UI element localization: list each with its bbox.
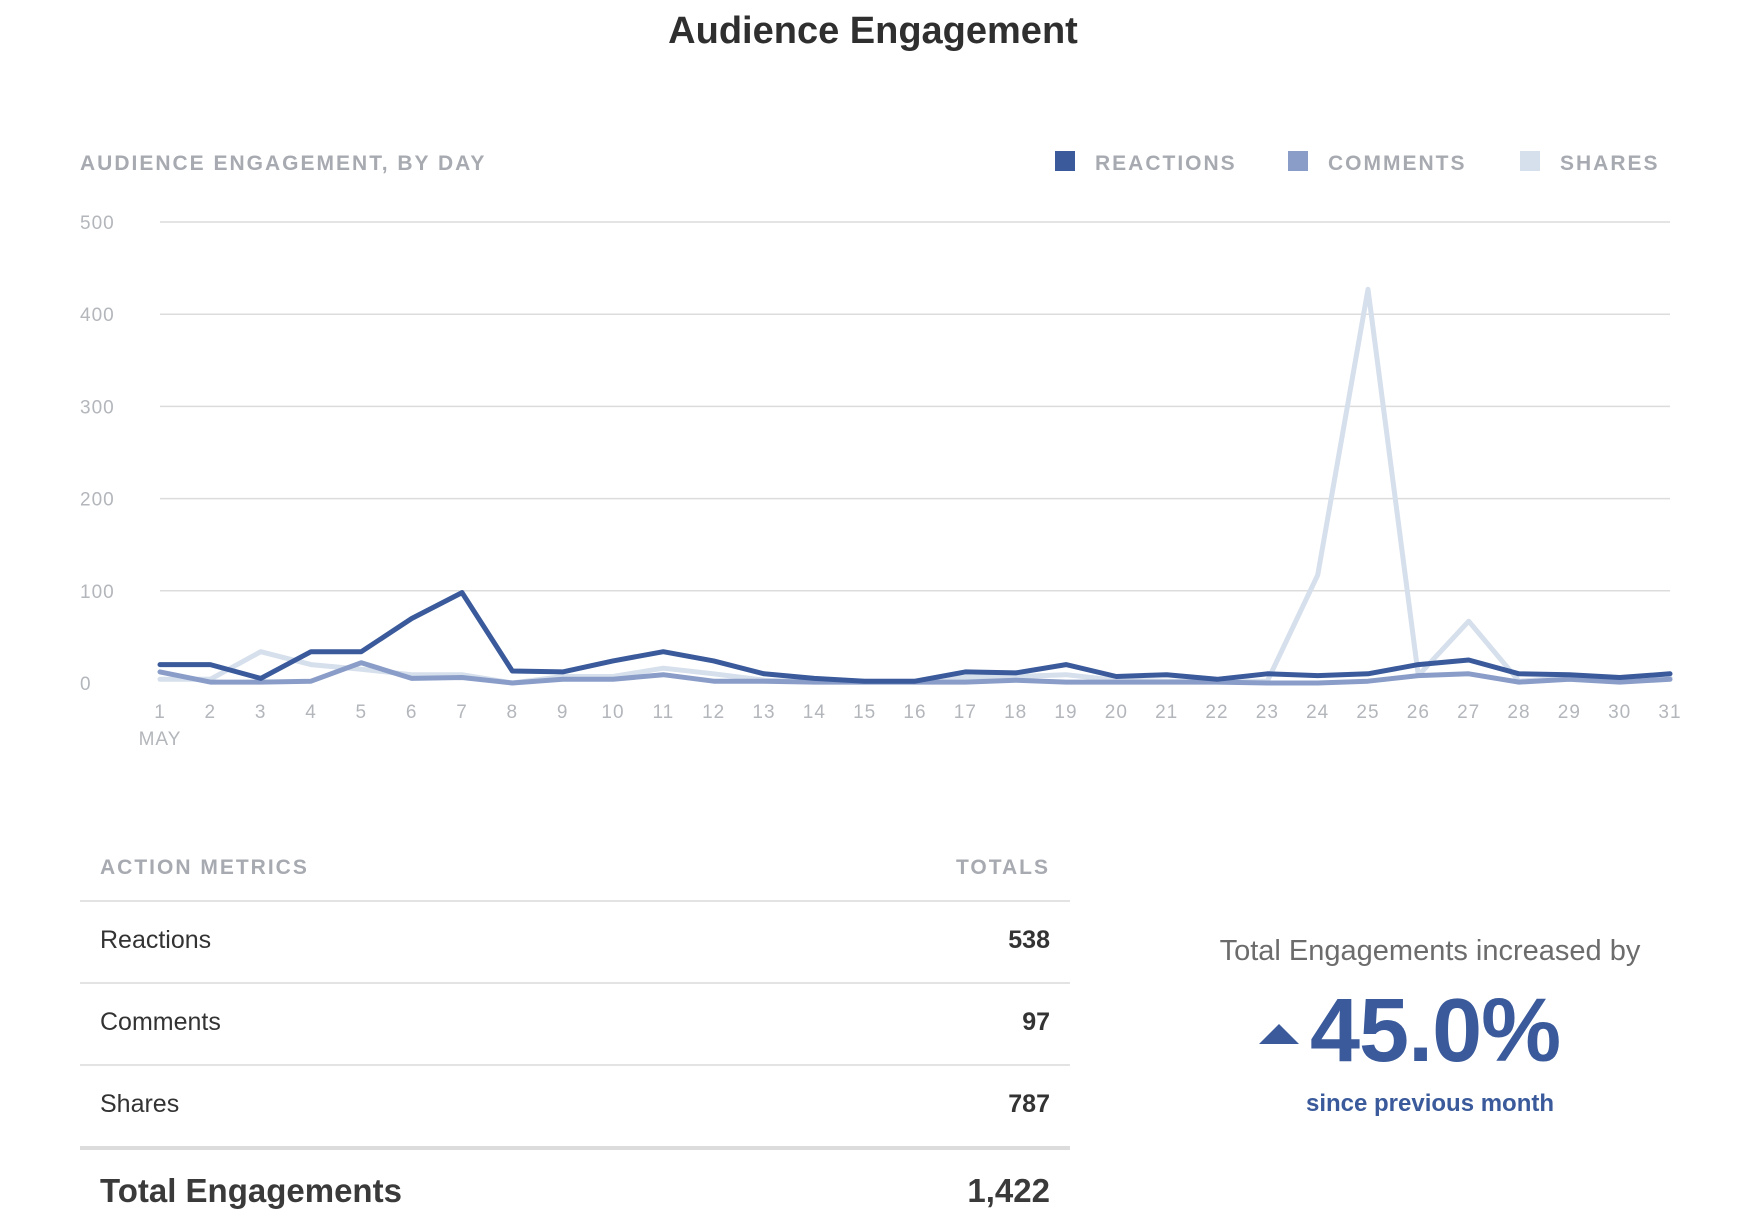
summary-subcaption: since previous month bbox=[1305, 1090, 1555, 1117]
x-tick-label: 29 bbox=[1558, 702, 1581, 723]
x-tick-label: 27 bbox=[1457, 702, 1480, 723]
x-tick-label: 23 bbox=[1256, 702, 1279, 723]
x-tick-label: 18 bbox=[1004, 702, 1027, 723]
legend-swatch bbox=[1055, 151, 1075, 171]
x-tick-label: 28 bbox=[1507, 702, 1530, 723]
page-title: Audience Engagement bbox=[668, 10, 1078, 52]
legend-label: COMMENTS bbox=[1328, 152, 1467, 175]
chart-legend: REACTIONS COMMENTS SHARES bbox=[1055, 151, 1660, 175]
x-tick-label: 10 bbox=[601, 702, 624, 723]
x-tick-label: 16 bbox=[903, 702, 926, 723]
chart-gridlines bbox=[160, 221, 1670, 592]
y-tick-label: 100 bbox=[80, 582, 115, 603]
metric-value: 538 bbox=[1008, 926, 1050, 954]
y-tick-label: 0 bbox=[80, 674, 92, 695]
metrics-total-row: Total Engagements 1,422 bbox=[80, 1150, 1070, 1230]
series-line-reactions bbox=[157, 590, 1673, 684]
x-tick-label: 7 bbox=[456, 702, 468, 723]
x-tick-label: 3 bbox=[255, 702, 267, 723]
x-tick-label: 21 bbox=[1155, 702, 1178, 723]
x-tick-label: 30 bbox=[1608, 702, 1631, 723]
y-tick-label: 500 bbox=[80, 213, 115, 234]
x-tick-label: 25 bbox=[1356, 702, 1379, 723]
x-axis-month-label: MAY bbox=[139, 729, 182, 750]
engagement-line-chart: AUDIENCE ENGAGEMENT, BY DAY REACTIONS COM… bbox=[80, 151, 1681, 750]
x-tick-label: 26 bbox=[1407, 702, 1430, 723]
series-line-shares bbox=[157, 286, 1673, 686]
y-tick-label: 300 bbox=[80, 397, 115, 418]
engagement-change-summary: Total Engagements increased by 45.0% sin… bbox=[1180, 935, 1680, 1118]
metrics-header-label: ACTION METRICS bbox=[100, 856, 309, 879]
metrics-header-totals: TOTALS bbox=[955, 856, 1050, 879]
x-tick-label: 12 bbox=[702, 702, 725, 723]
x-tick-label: 31 bbox=[1658, 702, 1681, 723]
x-tick-label: 17 bbox=[954, 702, 977, 723]
metric-value: 787 bbox=[1008, 1090, 1050, 1118]
summary-value-group: 45.0% bbox=[1180, 981, 1680, 1081]
x-axis-ticks: 1 2 3 4 5 6 7 8 9 10 11 12 13 14 15 16 17 18 19 20 21 22 23 24 2… bbox=[154, 702, 1681, 723]
total-engagements-value: 1,422 bbox=[967, 1172, 1050, 1209]
legend-label: SHARES bbox=[1560, 152, 1660, 175]
metrics-row-comments: Comments 97 bbox=[80, 984, 1070, 1066]
x-tick-label: 9 bbox=[557, 702, 569, 723]
summary-percent-value: 45.0% bbox=[1310, 981, 1561, 1081]
x-tick-label: 11 bbox=[652, 702, 674, 723]
x-tick-label: 4 bbox=[305, 702, 317, 723]
x-tick-label: 2 bbox=[205, 702, 217, 723]
chart-series bbox=[157, 286, 1673, 686]
x-tick-label: 20 bbox=[1105, 702, 1128, 723]
x-tick-label: 19 bbox=[1054, 702, 1077, 723]
metrics-table-header: ACTION METRICS TOTALS bbox=[80, 840, 1070, 902]
legend-label: REACTIONS bbox=[1095, 152, 1237, 175]
x-tick-label: 24 bbox=[1306, 702, 1329, 723]
metric-label: Shares bbox=[100, 1090, 180, 1118]
summary-caption: Total Engagements increased by bbox=[1219, 935, 1641, 967]
x-tick-label: 15 bbox=[853, 702, 876, 723]
metrics-row-reactions: Reactions 538 bbox=[80, 902, 1070, 984]
metric-value: 97 bbox=[1022, 1008, 1050, 1036]
x-tick-label: 13 bbox=[752, 702, 775, 723]
legend-swatch bbox=[1520, 151, 1540, 171]
legend-swatch bbox=[1288, 151, 1308, 171]
up-arrow-icon bbox=[1259, 1024, 1299, 1044]
metrics-row-shares: Shares 787 bbox=[80, 1066, 1070, 1150]
chart-subtitle: AUDIENCE ENGAGEMENT, BY DAY bbox=[80, 152, 486, 175]
x-tick-label: 5 bbox=[356, 702, 368, 723]
total-engagements-label: Total Engagements bbox=[100, 1172, 402, 1209]
x-tick-label: 22 bbox=[1205, 702, 1228, 723]
y-tick-label: 400 bbox=[80, 305, 115, 326]
x-tick-label: 6 bbox=[406, 702, 418, 723]
x-tick-label: 14 bbox=[803, 702, 826, 723]
x-tick-label: 1 bbox=[154, 702, 166, 723]
metric-label: Comments bbox=[100, 1008, 221, 1036]
x-tick-label: 8 bbox=[507, 702, 519, 723]
action-metrics-table: ACTION METRICS TOTALS Reactions 538 Comm… bbox=[80, 840, 1070, 1230]
y-tick-label: 200 bbox=[80, 490, 115, 511]
y-axis-ticks: 0 100 200 300 400 500 bbox=[80, 213, 115, 695]
metric-label: Reactions bbox=[100, 926, 212, 954]
